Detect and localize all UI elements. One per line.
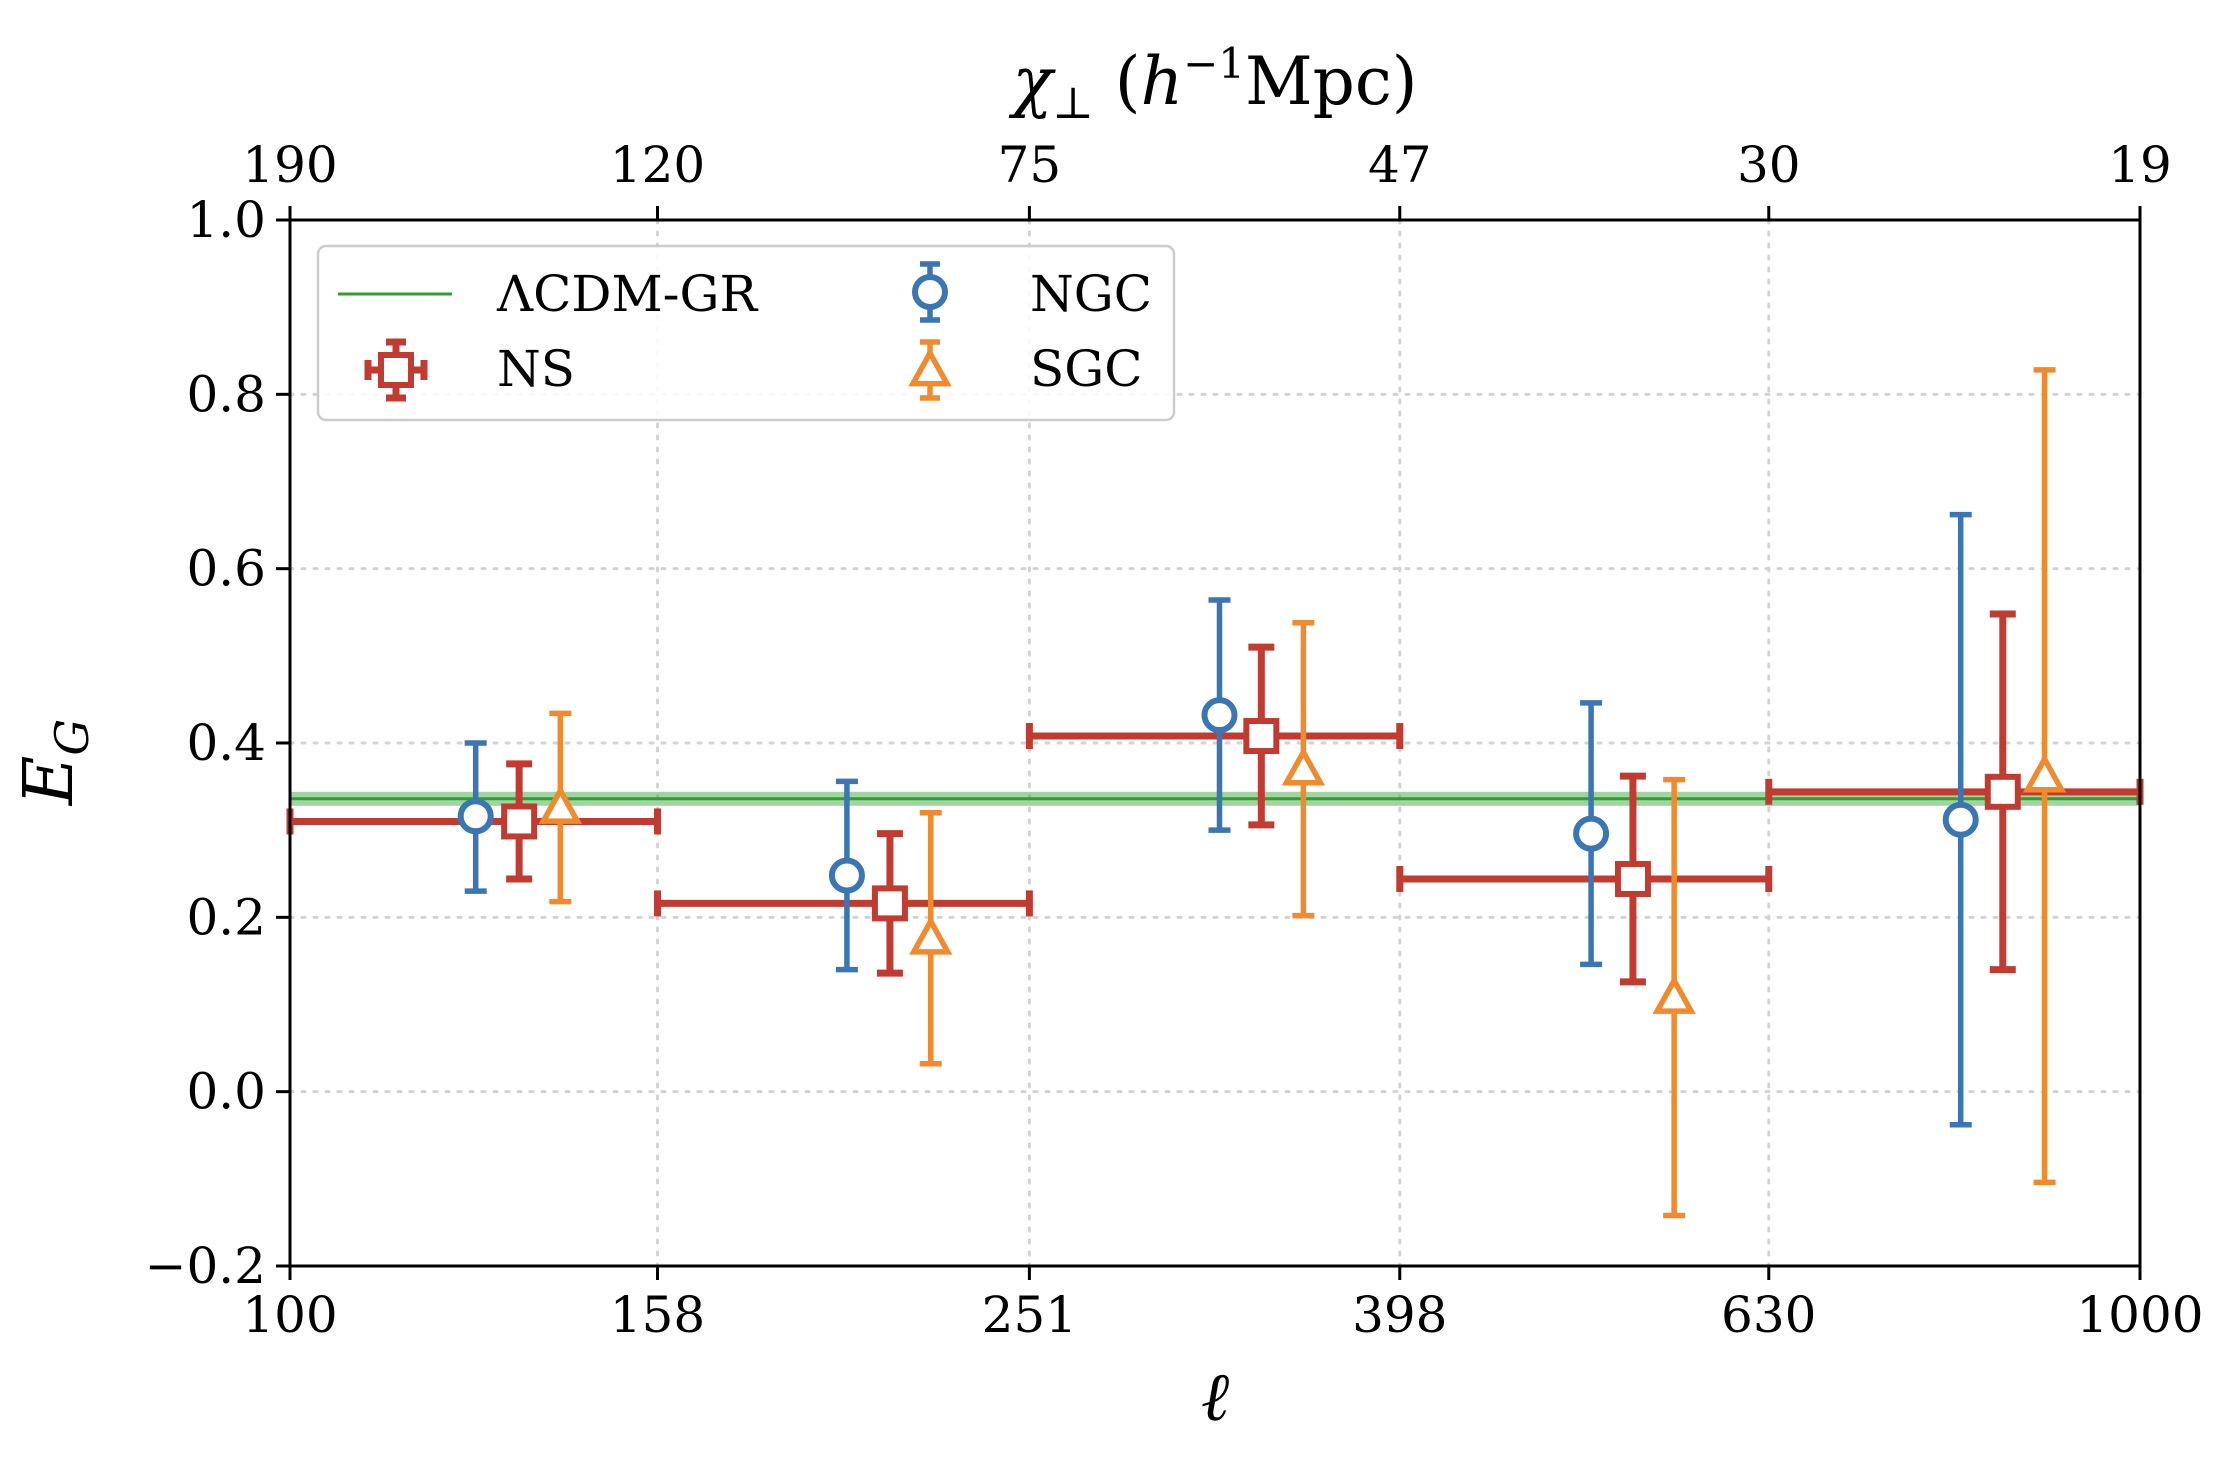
- legend-symbol-ns: [364, 338, 428, 402]
- ngc-point: [1201, 697, 1238, 734]
- legend: ΛCDM-GR NS NGC SGC: [316, 244, 1176, 422]
- data-layer: [286, 367, 2144, 1219]
- y-tick-label: −0.2: [145, 1237, 266, 1295]
- x-tick-label: 100: [242, 1286, 337, 1344]
- x-tick-label: 630: [1721, 1286, 1816, 1344]
- ns-point: [1243, 718, 1280, 755]
- sgc-point: [909, 915, 953, 955]
- ngc-point: [1573, 815, 1610, 852]
- sgc-point: [1652, 974, 1696, 1014]
- legend-label-lcdm: ΛCDM-GR: [496, 265, 758, 323]
- legend-symbol-ngc: [912, 261, 948, 323]
- ngc-point: [457, 798, 494, 835]
- top-tick-label: 19: [2108, 136, 2172, 194]
- legend-label-ns: NS: [497, 340, 575, 398]
- series-ngc: [457, 511, 1979, 1128]
- legend-symbol-sgc: [908, 339, 952, 401]
- legend-frame: [316, 244, 1176, 422]
- x-tick-label: 398: [1352, 1286, 1447, 1344]
- top-tick-label: 190: [242, 136, 337, 194]
- legend-symbols: [338, 261, 952, 402]
- reference-line-layer: [290, 791, 2140, 806]
- series-sgc: [538, 367, 2067, 1219]
- legend-marker: [912, 274, 948, 310]
- y-axis-title-main: E: [10, 756, 89, 808]
- tick-layer: 100 158 251 398 630 1000 190 120 75 47 30 19 −0.2 0.0…: [145, 136, 2204, 1344]
- legend-label-sgc: SGC: [1030, 340, 1142, 398]
- x-tick-label: 158: [610, 1286, 705, 1344]
- top-axis-title-sup: −1: [1183, 39, 1245, 88]
- ngc-point: [828, 857, 865, 894]
- y-tick-label: 1.0: [186, 191, 266, 249]
- legend-marker: [378, 352, 414, 388]
- x-tick-label: 1000: [2076, 1286, 2203, 1344]
- top-axis-title-sub: ⊥: [1052, 78, 1093, 129]
- y-tick-label: 0.0: [186, 1063, 266, 1121]
- y-axis-title-sub: G: [45, 719, 99, 756]
- ns-point: [871, 885, 908, 922]
- top-axis-title-chi: χ: [1008, 43, 1056, 120]
- y-axis-title: EG: [10, 719, 99, 807]
- legend-label-ngc: NGC: [1030, 265, 1152, 323]
- y-tick-label: 0.6: [186, 540, 266, 598]
- y-tick-label: 0.2: [186, 888, 266, 946]
- ns-point: [1984, 773, 2021, 810]
- top-axis-title-open: (: [1094, 43, 1141, 120]
- sgc-point: [1281, 746, 1326, 786]
- x-tick-label: 251: [982, 1286, 1077, 1344]
- top-tick-label: 120: [610, 136, 705, 194]
- y-tick-label: 0.4: [186, 714, 266, 772]
- top-axis-title: χ⊥ (h−1Mpc): [1008, 39, 1417, 129]
- sgc-point: [2022, 753, 2067, 793]
- ns-point: [501, 803, 538, 840]
- legend-marker: [908, 347, 952, 387]
- x-axis-title: ℓ: [1201, 1358, 1229, 1437]
- y-tick-label: 0.8: [186, 365, 266, 423]
- top-tick-label: 75: [998, 136, 1062, 194]
- top-axis-title-h: h: [1141, 43, 1184, 120]
- top-tick-label: 30: [1737, 136, 1801, 194]
- ns-point: [1614, 860, 1651, 897]
- sgc-point: [538, 784, 583, 824]
- ngc-point: [1942, 801, 1979, 838]
- top-axis-title-unit: Mpc): [1245, 43, 1418, 120]
- top-tick-label: 47: [1368, 136, 1432, 194]
